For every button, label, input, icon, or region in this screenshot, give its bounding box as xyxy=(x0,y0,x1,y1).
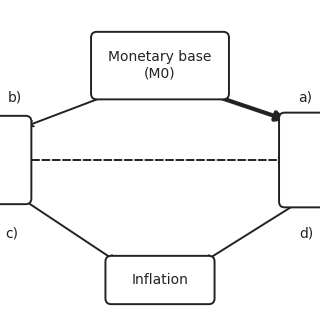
Text: Monetary base
(M0): Monetary base (M0) xyxy=(108,51,212,81)
Text: c): c) xyxy=(6,227,19,241)
Text: a): a) xyxy=(299,91,313,105)
Text: b): b) xyxy=(7,91,21,105)
FancyBboxPatch shape xyxy=(106,256,215,304)
FancyBboxPatch shape xyxy=(0,116,31,204)
Text: d): d) xyxy=(300,227,314,241)
FancyBboxPatch shape xyxy=(279,113,320,207)
FancyBboxPatch shape xyxy=(91,32,229,99)
Text: Inflation: Inflation xyxy=(132,273,188,287)
